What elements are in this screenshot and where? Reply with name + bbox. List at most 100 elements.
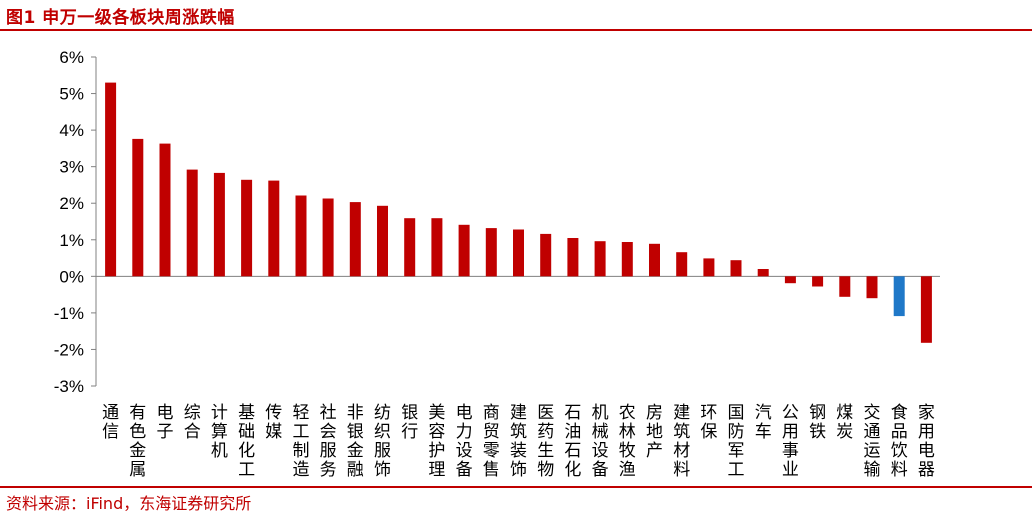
category-label-char: 房 [646, 403, 663, 423]
category-label-char: 础 [238, 422, 255, 442]
y-tick-label: 5% [59, 85, 84, 104]
chart-axes: -3% -2% -1% 0% 1% 2% 3% 4% 5% 6% [54, 48, 940, 396]
category-label-char: 有 [129, 403, 146, 423]
bar-7 [268, 180, 280, 277]
y-tick-label: -1% [54, 304, 84, 323]
category-label-char: 贸 [483, 422, 500, 442]
category-label-char: 医 [537, 403, 554, 423]
category-label-char: 车 [755, 422, 772, 442]
category-label-char: 工 [293, 422, 310, 442]
bar-16 [513, 229, 524, 277]
category-label-char: 料 [673, 460, 690, 480]
category-label-char: 服 [374, 441, 391, 461]
category-labels: 通信有色金属电子综合计算机基础化工传媒轻工制造社会服务非银金融纺织服饰银行美容护… [102, 403, 935, 480]
category-label-char: 地 [646, 422, 663, 442]
category-label-char: 综 [184, 403, 201, 423]
category-label-char: 防 [728, 422, 745, 442]
bar-15 [485, 228, 497, 277]
category-label-char: 制 [293, 441, 310, 461]
category-label-char: 公 [782, 403, 799, 423]
category-label-char: 媒 [265, 422, 282, 442]
category-label-char: 环 [700, 403, 717, 423]
bar-12 [404, 218, 416, 277]
category-label-char: 牧 [619, 441, 636, 461]
category-label-char: 金 [129, 441, 146, 461]
category-label-char: 电 [918, 441, 935, 461]
bar-24 [730, 260, 742, 277]
bar-10 [349, 202, 361, 277]
source-note: 资料来源：iFind，东海证券研究所 [6, 494, 252, 513]
category-label-char: 通 [102, 403, 119, 423]
category-label-char: 业 [782, 460, 799, 480]
category-label-char: 产 [646, 441, 663, 461]
category-label-char: 工 [728, 460, 745, 480]
category-label-char: 容 [428, 422, 445, 442]
category-label-char: 保 [700, 422, 717, 442]
category-label-char: 交 [864, 403, 881, 423]
bar-1 [105, 82, 117, 277]
bar-9 [322, 198, 334, 277]
bar-4 [186, 169, 198, 277]
category-label-char: 料 [891, 460, 908, 480]
category-label-char: 石 [564, 441, 581, 461]
category-label-char: 融 [347, 460, 364, 480]
category-label-char: 用 [782, 422, 799, 442]
category-label-char: 饮 [891, 441, 908, 461]
category-label-char: 筑 [673, 422, 690, 442]
category-label-char: 计 [211, 403, 228, 423]
category-label-char: 石 [564, 403, 581, 423]
category-label-char: 纺 [374, 403, 391, 423]
y-tick-label: 4% [59, 121, 84, 140]
bar-21 [649, 243, 660, 277]
category-label-char: 装 [510, 441, 527, 461]
source-divider [0, 486, 1032, 488]
category-label-char: 汽 [755, 403, 772, 423]
category-label-char: 电 [456, 403, 473, 423]
category-label-char: 商 [483, 403, 500, 423]
bar-17 [540, 233, 552, 277]
category-label-char: 建 [510, 403, 527, 423]
category-label-char: 非 [347, 403, 364, 423]
category-label-char: 会 [320, 422, 337, 442]
title-divider [0, 29, 1032, 31]
bar-20 [621, 242, 633, 277]
category-label-char: 传 [265, 403, 282, 423]
y-tick-label: 6% [59, 48, 84, 67]
category-label-char: 药 [537, 422, 554, 442]
category-label-char: 物 [537, 460, 554, 480]
category-label-char: 务 [320, 460, 337, 480]
category-label-char: 军 [728, 441, 745, 461]
bar-13 [431, 218, 443, 277]
category-label-char: 备 [456, 460, 473, 480]
figure-title: 图1 申万一级各板块周涨跌幅 [6, 8, 235, 28]
bar-14 [458, 224, 470, 277]
category-label-char: 机 [211, 441, 228, 461]
y-tick-label: -3% [54, 377, 84, 396]
category-label-char: 护 [428, 441, 445, 461]
category-label-char: 品 [891, 422, 908, 442]
category-label-char: 基 [238, 403, 255, 423]
category-label-char: 合 [184, 422, 201, 442]
category-label-char: 机 [592, 403, 609, 423]
category-label-char: 造 [293, 460, 310, 480]
category-label-char: 电 [157, 403, 174, 423]
category-label-char: 织 [374, 422, 391, 442]
category-label-char: 化 [564, 460, 581, 480]
bar-2 [132, 138, 144, 277]
category-label-char: 轻 [293, 403, 310, 423]
bar-27 [812, 276, 824, 287]
category-label-char: 色 [129, 422, 146, 442]
category-label-char: 材 [673, 441, 690, 461]
category-label-char: 银 [401, 403, 418, 423]
y-tick-label: 3% [59, 158, 84, 177]
category-label-char: 炭 [836, 422, 853, 442]
bar-23 [703, 258, 715, 277]
bar-6 [241, 179, 253, 277]
bar-11 [377, 205, 388, 277]
category-label-char: 器 [918, 460, 935, 480]
category-label-char: 通 [864, 422, 881, 442]
category-label-char: 备 [592, 460, 609, 480]
bar-chart: -3%-2%-1%0%1%2%3%4%5%6% 通信有色金属电子综合计算机基础化… [54, 48, 940, 480]
bar-series [105, 82, 932, 343]
category-label-char: 农 [619, 403, 636, 423]
